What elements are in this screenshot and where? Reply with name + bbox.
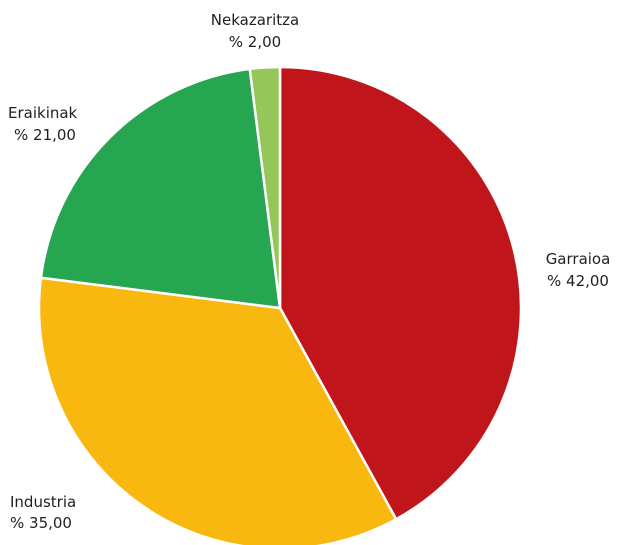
pie-slices xyxy=(37,65,523,545)
label-eraikinak-name: Eraikinak xyxy=(8,104,78,122)
label-nekazaritza-value: % 2,00 xyxy=(229,33,281,51)
label-eraikinak-value: % 21,00 xyxy=(14,126,76,144)
label-industria-value: % 35,00 xyxy=(10,514,72,532)
slice-labels: Garraioa % 42,00 Industria % 35,00 Eraik… xyxy=(8,11,610,532)
pie-slice-garraioa xyxy=(278,65,523,521)
pie-slice-industria xyxy=(37,276,398,545)
pie-slice-nekazaritza xyxy=(248,65,282,309)
label-nekazaritza-name: Nekazaritza xyxy=(211,11,299,29)
label-garraioa-value: % 42,00 xyxy=(547,272,609,290)
label-garraioa-name: Garraioa xyxy=(546,250,611,268)
pie-slice-eraikinak xyxy=(39,67,282,310)
label-industria-name: Industria xyxy=(10,493,76,511)
